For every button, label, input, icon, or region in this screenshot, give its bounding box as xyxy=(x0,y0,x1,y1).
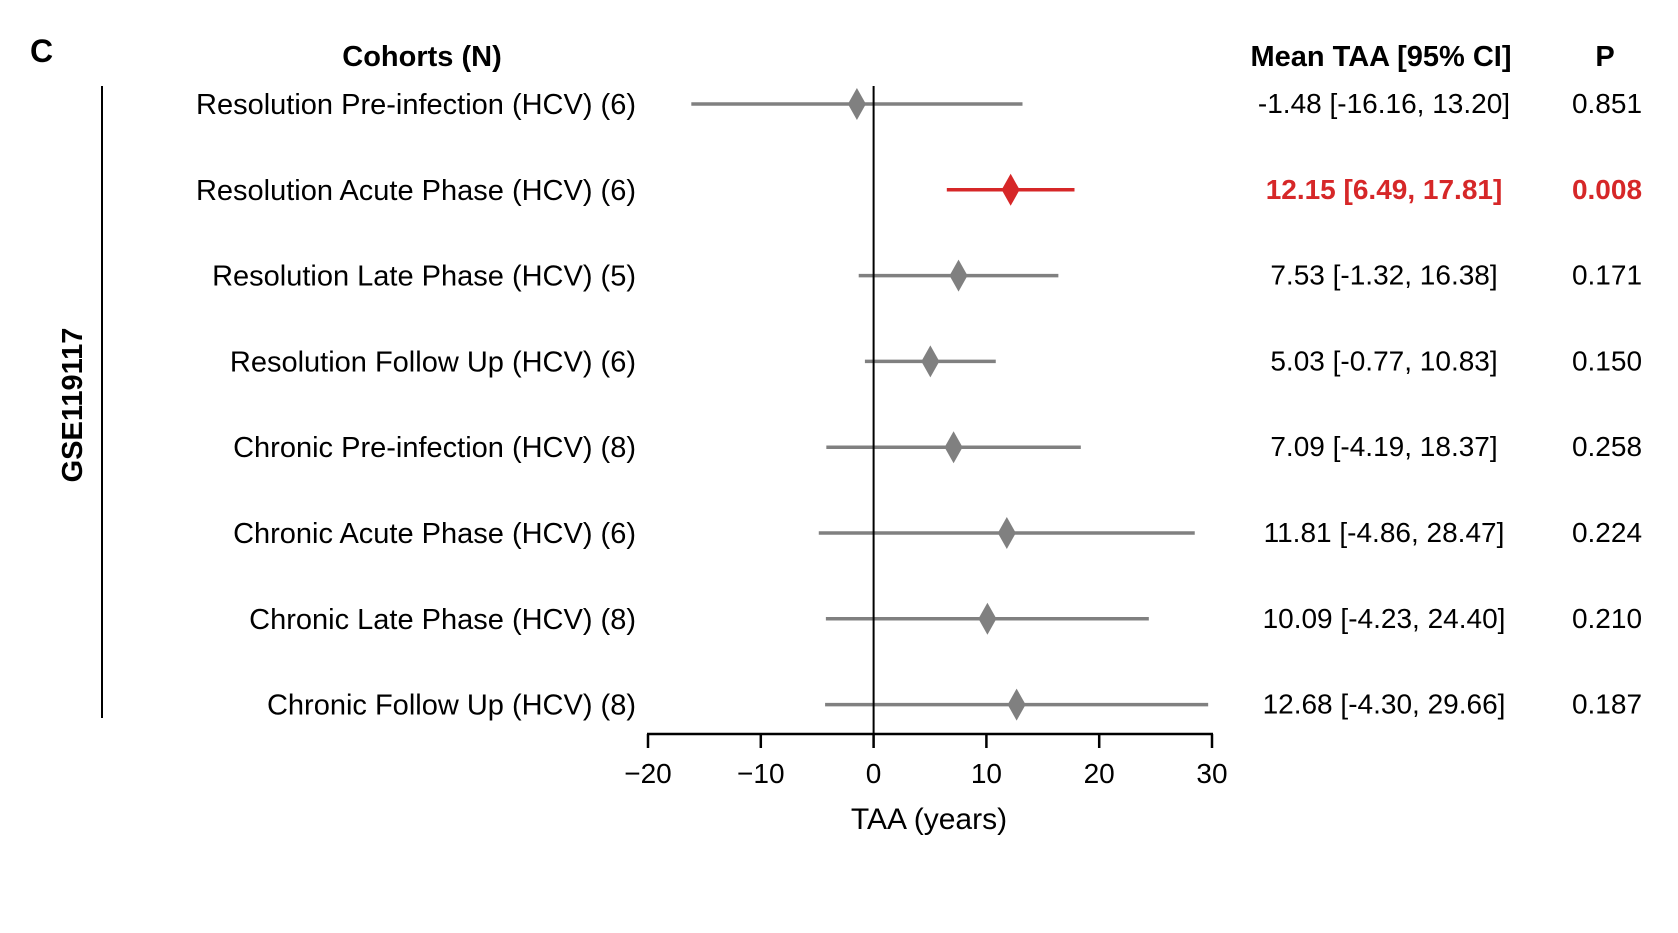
forest-row: Resolution Late Phase (HCV) (5) 7.53 [-1.… xyxy=(212,259,1642,293)
ci-text: 11.81 [-4.86, 28.47] xyxy=(1264,517,1505,548)
x-tick-label: −10 xyxy=(737,758,785,789)
p-value: 0.210 xyxy=(1572,603,1642,634)
forest-row: Resolution Pre-infection (HCV) (6) -1.48 … xyxy=(196,88,1642,121)
row-label: Resolution Pre-infection (HCV) (6) xyxy=(196,89,636,121)
mean-marker xyxy=(1001,173,1020,206)
p-value: 0.851 xyxy=(1572,88,1642,119)
forest-row: Chronic Follow Up (HCV) (8) 12.68 [-4.30,… xyxy=(267,688,1642,722)
p-value: 0.258 xyxy=(1572,431,1642,462)
ci-text: 12.15 [6.49, 17.81] xyxy=(1266,174,1503,205)
x-tick-label: 10 xyxy=(971,758,1002,789)
row-label: Resolution Acute Phase (HCV) (6) xyxy=(196,175,636,207)
x-tick-label: −20 xyxy=(624,758,672,789)
ci-text: 5.03 [-0.77, 10.83] xyxy=(1270,345,1497,376)
ci-text: 10.09 [-4.23, 24.40] xyxy=(1263,603,1506,634)
p-value: 0.008 xyxy=(1572,174,1642,205)
forest-row: Resolution Follow Up (HCV) (6) 5.03 [-0.7… xyxy=(230,345,1642,378)
row-label: Chronic Acute Phase (HCV) (6) xyxy=(233,518,636,550)
group-label: GSE119117 xyxy=(57,328,89,483)
x-tick-label: 30 xyxy=(1196,758,1227,789)
ci-text: -1.48 [-16.16, 13.20] xyxy=(1258,88,1510,119)
ci-text: 7.53 [-1.32, 16.38] xyxy=(1270,260,1497,291)
row-label: Chronic Late Phase (HCV) (8) xyxy=(249,604,636,636)
mean-marker xyxy=(847,88,866,120)
panel-label: C xyxy=(30,33,53,69)
ci-text: 7.09 [-4.19, 18.37] xyxy=(1270,431,1497,462)
row-label: Resolution Late Phase (HCV) (5) xyxy=(212,261,636,293)
x-tick-label: 20 xyxy=(1084,758,1115,789)
p-value: 0.187 xyxy=(1572,689,1642,720)
mean-marker xyxy=(949,259,968,292)
p-value: 0.150 xyxy=(1572,345,1642,376)
mean-marker xyxy=(1007,688,1026,721)
row-label: Chronic Follow Up (HCV) (8) xyxy=(267,690,636,722)
forest-row: Chronic Late Phase (HCV) (8) 10.09 [-4.23… xyxy=(249,602,1642,636)
p-value: 0.224 xyxy=(1572,517,1642,548)
row-label: Chronic Pre-infection (HCV) (8) xyxy=(233,432,636,464)
mean-header: Mean TAA [95% CI] xyxy=(1250,41,1511,73)
forest-row: Chronic Acute Phase (HCV) (6) 11.81 [-4.8… xyxy=(233,517,1642,550)
x-tick-label: 0 xyxy=(866,758,882,789)
x-axis-label: TAA (years) xyxy=(851,803,1007,836)
forest-row: Chronic Pre-infection (HCV) (8) 7.09 [-4.… xyxy=(233,431,1642,464)
ci-text: 12.68 [-4.30, 29.66] xyxy=(1263,689,1506,720)
p-header: P xyxy=(1595,41,1614,73)
mean-marker xyxy=(921,345,940,378)
p-value: 0.171 xyxy=(1572,260,1642,291)
rows-layer: Resolution Pre-infection (HCV) (6) -1.48 … xyxy=(196,88,1642,722)
mean-marker xyxy=(944,431,963,464)
row-label: Resolution Follow Up (HCV) (6) xyxy=(230,346,636,378)
forest-row: Resolution Acute Phase (HCV) (6) 12.15 [6… xyxy=(196,173,1642,207)
mean-marker xyxy=(978,602,997,635)
mean-marker xyxy=(997,517,1016,549)
cohorts-header: Cohorts (N) xyxy=(342,41,501,73)
x-axis-ticks: −20 −10 0 10 20 30 xyxy=(624,734,1228,789)
